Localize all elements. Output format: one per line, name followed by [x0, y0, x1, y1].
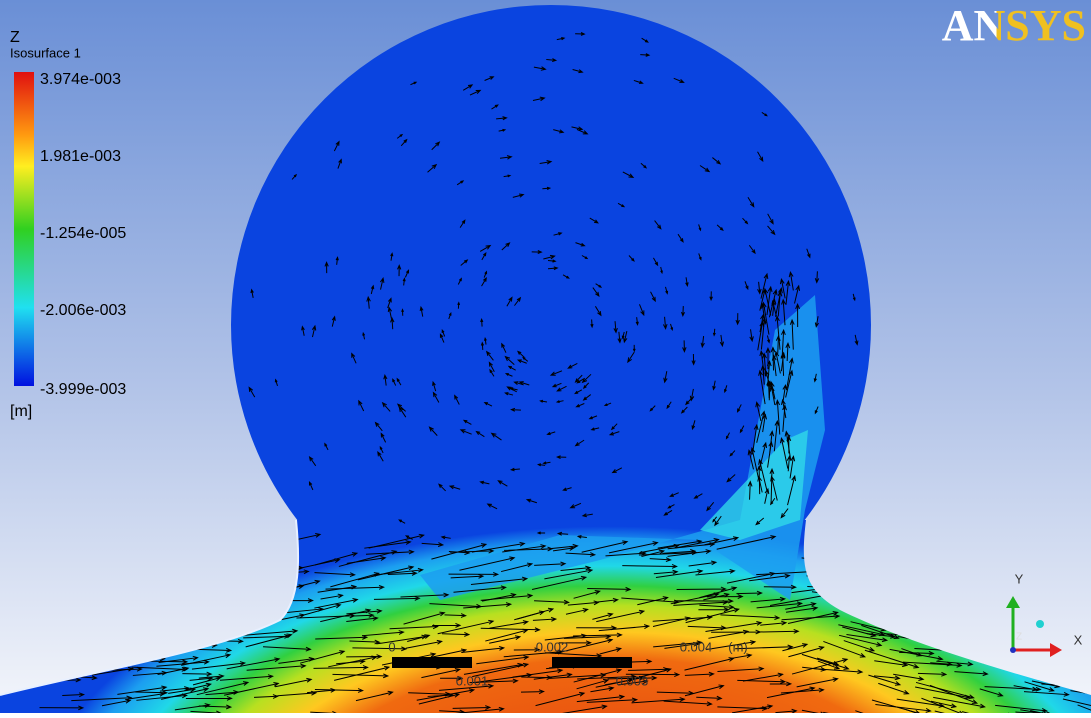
legend-unit: [m] — [10, 403, 32, 420]
legend-label: -2.006e-003 — [40, 302, 126, 319]
legend-label: 3.974e-003 — [40, 71, 121, 88]
scale-label: 0.004 — [680, 639, 713, 654]
scale-label: 0.002 — [536, 639, 569, 654]
viewport: Z Isosurface 1 3.974e-003 1.981e-003 -1.… — [0, 0, 1091, 713]
color-bar — [14, 72, 34, 386]
scale-label: 0 — [388, 639, 395, 654]
legend-label: 1.981e-003 — [40, 148, 121, 165]
scale-segment — [392, 657, 472, 668]
view-dot — [1036, 620, 1044, 628]
axis-label: Y — [1015, 571, 1024, 586]
logo: ANSYS — [942, 1, 1086, 50]
page: Z Isosurface 1 3.974e-003 1.981e-003 -1.… — [0, 0, 1091, 713]
scale-label: 0.001 — [456, 673, 489, 688]
scale-label: 0.003 — [616, 673, 649, 688]
legend-title: Isosurface 1 — [10, 45, 81, 60]
scale-unit: (m) — [728, 639, 748, 654]
legend-label: -3.999e-003 — [40, 381, 126, 398]
scale-segment — [552, 657, 632, 668]
axis-label: Z — [1016, 632, 1022, 643]
axis-label: X — [1074, 632, 1083, 647]
legend-variable: Z — [10, 29, 20, 46]
legend-label: -1.254e-005 — [40, 225, 126, 242]
z-axis-dot — [1010, 647, 1016, 653]
